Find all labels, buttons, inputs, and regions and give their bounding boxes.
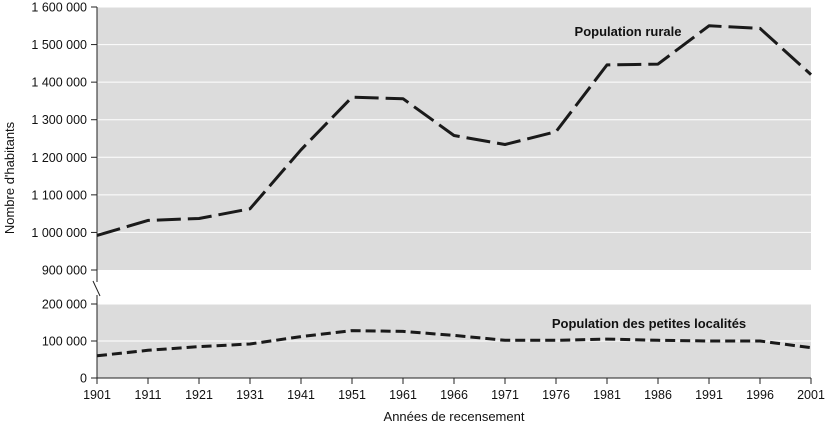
x-tick-label: 1951 [338,388,366,402]
upper-panel-background [97,7,811,270]
x-tick-label: 1996 [746,388,774,402]
x-tick-label: 1986 [644,388,672,402]
labels-layer: Population rurale Population des petites … [552,24,746,331]
series-line-population-rurale [96,24,813,237]
axis-break-mark [92,280,101,297]
y-tick-label: 1 100 000 [31,188,87,202]
x-tick-label: 1931 [236,388,264,402]
x-tick-label: 1976 [542,388,570,402]
y-tick-label: 100 000 [42,335,87,349]
x-tick-label: 1941 [287,388,315,402]
x-tick-label: 2001 [797,388,825,402]
x-tick-label: 1966 [440,388,468,402]
x-tick-label: 1921 [185,388,213,402]
y-tick-label: 1 000 000 [31,226,87,240]
x-tick-label: 1971 [491,388,519,402]
y-tick-label: 200 000 [42,298,87,312]
y-tick-label: 1 500 000 [31,38,87,52]
x-tick-label: 1961 [389,388,417,402]
y-axis-title: Nombre d'habitants [2,121,17,234]
y-tick-label: 1 300 000 [31,113,87,127]
y-tick-label: 1 200 000 [31,151,87,165]
series-label-population-rurale: Population rurale [575,24,682,39]
y-tick-label: 0 [80,372,87,386]
y-tick-label: 1 400 000 [31,76,87,90]
x-tick-label: 1991 [695,388,723,402]
x-tick-label: 1911 [135,388,162,402]
y-tick-label: 900 000 [42,264,87,278]
x-tick-label: 1981 [593,388,621,402]
lower-panel [97,303,811,378]
x-tick-label: 1901 [83,388,111,402]
series-layer [96,24,813,358]
y-tick-label: 1 600 000 [31,1,87,15]
axes: 900 000 1 000 000 1 100 000 1 200 000 1 300 … [31,1,825,403]
upper-panel [97,6,811,270]
x-axis-title: Années de recensement [384,409,525,424]
series-label-petites-localites: Population des petites localités [552,316,746,331]
